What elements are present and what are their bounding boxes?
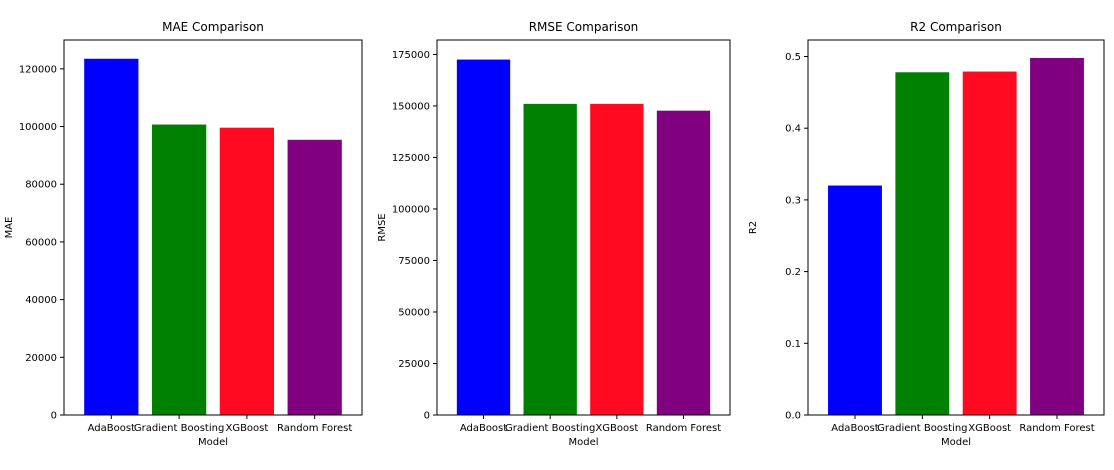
chart-title: R2 Comparison <box>910 20 1002 34</box>
x-tick-label: XGBoost <box>968 423 1011 434</box>
bar-xgboost <box>962 71 1017 416</box>
y-tick-label: 150000 <box>392 101 430 112</box>
plot-frame <box>63 39 363 416</box>
bar-random-forest <box>287 139 342 415</box>
y-tick-label: 0 <box>424 411 430 422</box>
bar-random-forest <box>1030 57 1084 416</box>
y-tick-label: 0 <box>51 411 57 422</box>
bar-adaboost <box>456 59 511 415</box>
y-tick-label: 0.1 <box>785 339 801 350</box>
y-tick-label: 75000 <box>398 256 430 267</box>
y-tick-label: 25000 <box>398 359 430 370</box>
chart-title: RMSE Comparison <box>529 20 639 34</box>
plot-frame <box>807 39 1105 416</box>
y-tick-label: 100000 <box>19 122 57 133</box>
y-tick-label: 0.0 <box>785 411 801 422</box>
y-tick-label: 0.2 <box>785 267 801 278</box>
bar-xgboost <box>590 103 644 416</box>
y-tick-label: 0.5 <box>785 52 801 63</box>
x-tick-label: Random Forest <box>646 423 721 434</box>
bar-gradient-boosting <box>151 124 207 416</box>
y-tick-label: 175000 <box>392 50 430 61</box>
x-axis-label: Model <box>568 437 598 448</box>
x-tick-label: XGBoost <box>595 423 638 434</box>
y-axis-label: RMSE <box>377 213 388 241</box>
x-tick-label: AdaBoost <box>831 423 878 434</box>
x-tick-label: AdaBoost <box>88 423 135 434</box>
x-tick-label: Random Forest <box>1019 423 1094 434</box>
bar-adaboost <box>84 58 139 415</box>
x-tick-label: AdaBoost <box>460 423 507 434</box>
bar-xgboost <box>219 127 275 415</box>
bar-random-forest <box>656 110 711 416</box>
x-tick-label: Gradient Boosting <box>877 423 967 434</box>
y-tick-label: 120000 <box>19 64 57 75</box>
y-tick-label: 50000 <box>398 307 430 318</box>
y-tick-label: 80000 <box>25 180 57 191</box>
y-tick-label: 20000 <box>25 353 57 364</box>
y-tick-label: 100000 <box>392 204 430 215</box>
x-tick-label: XGBoost <box>225 423 268 434</box>
y-tick-label: 125000 <box>392 153 430 164</box>
bar-gradient-boosting <box>523 103 577 416</box>
x-axis-label: Model <box>198 437 228 448</box>
y-tick-label: 60000 <box>25 237 57 248</box>
bar-gradient-boosting <box>895 72 950 416</box>
y-tick-label: 0.3 <box>785 195 801 206</box>
y-axis-label: R2 <box>748 221 759 234</box>
x-tick-label: Gradient Boosting <box>505 423 595 434</box>
chart-title: MAE Comparison <box>162 20 264 34</box>
x-tick-label: Random Forest <box>277 423 352 434</box>
plot-frame <box>436 39 731 416</box>
y-axis-label: MAE <box>4 217 15 239</box>
x-axis-label: Model <box>941 437 971 448</box>
bar-adaboost <box>828 185 882 415</box>
y-tick-label: 0.4 <box>785 124 801 135</box>
x-tick-label: Gradient Boosting <box>134 423 224 434</box>
y-tick-label: 40000 <box>25 295 57 306</box>
